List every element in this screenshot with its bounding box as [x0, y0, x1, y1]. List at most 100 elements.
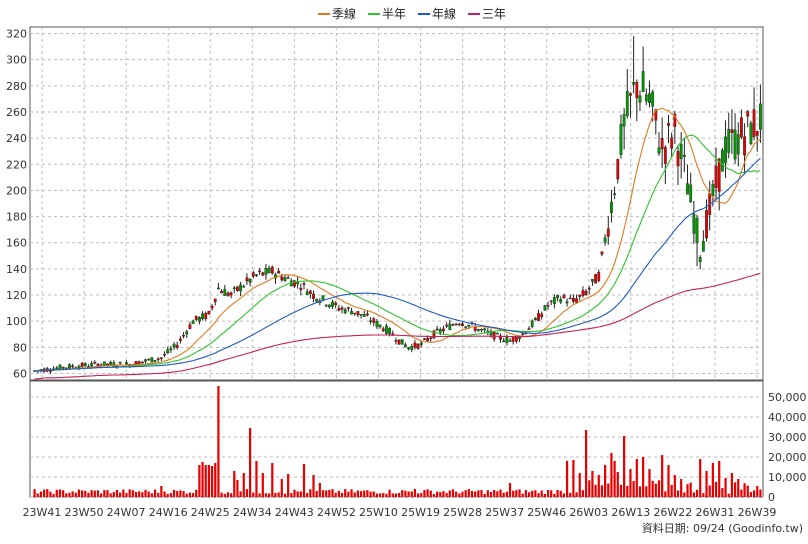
candle-body	[559, 298, 563, 303]
candle-body	[632, 82, 636, 85]
volume-bar	[166, 493, 169, 497]
volume-bar	[556, 490, 559, 497]
volume-bar	[249, 428, 252, 497]
volume-tick-label: 10,000	[768, 471, 807, 484]
volume-bar	[179, 490, 182, 497]
x-tick-label: 25W28	[443, 506, 482, 519]
candle-body	[749, 122, 753, 144]
volume-bar	[572, 460, 575, 497]
x-tick-label: 26W22	[653, 506, 692, 519]
volume-bar	[645, 486, 648, 497]
candle-body	[68, 364, 71, 369]
candle-body	[565, 301, 569, 304]
volume-bar	[255, 461, 258, 497]
volume-bar	[486, 490, 489, 497]
candle-body	[397, 339, 401, 345]
volume-tick-label: 30,000	[768, 431, 807, 444]
candle-body	[334, 302, 338, 306]
candle-body	[118, 362, 122, 364]
volume-bar	[733, 482, 737, 497]
candle-body	[381, 328, 385, 332]
volume-bar	[268, 493, 271, 497]
candle-body	[353, 312, 357, 315]
x-tick-label: 24W43	[275, 506, 314, 519]
candle-body	[610, 201, 613, 213]
volume-bar	[195, 489, 198, 497]
volume-bar	[597, 475, 600, 497]
volume-tick-label: 20,000	[768, 451, 807, 464]
volume-bar	[423, 490, 426, 497]
price-tick-label: 260	[6, 106, 27, 119]
volume-bar	[372, 491, 375, 497]
volume-bar	[623, 436, 626, 497]
volume-bar	[131, 490, 134, 497]
candle-body	[711, 184, 715, 196]
volume-bar	[711, 463, 714, 497]
candle-body	[267, 267, 271, 274]
volume-bar	[245, 489, 249, 497]
volume-bar	[493, 490, 496, 497]
volume-bar	[559, 490, 562, 497]
volume-bar	[458, 493, 461, 497]
candle-body	[286, 277, 290, 279]
candle-body	[530, 320, 534, 327]
candle-body	[80, 362, 84, 367]
x-tick-label: 26W13	[611, 506, 650, 519]
volume-bar	[749, 492, 753, 497]
price-tick-label: 320	[6, 28, 27, 41]
volume-bar	[578, 473, 581, 497]
candle-body	[182, 335, 185, 337]
volume-bar	[413, 489, 417, 497]
candle-body	[499, 335, 502, 340]
volume-bar	[112, 492, 115, 497]
candle-body	[635, 81, 639, 99]
candle-body	[407, 347, 410, 350]
candle-body	[64, 367, 68, 369]
volume-bar	[353, 492, 356, 497]
volume-bar	[455, 491, 458, 497]
candle-body	[385, 325, 388, 334]
candle-body	[518, 337, 521, 339]
candle-body	[191, 320, 195, 324]
candle-body	[71, 365, 75, 368]
volume-bar	[347, 491, 350, 497]
volume-bar	[62, 490, 65, 497]
candle-body	[350, 310, 353, 315]
candle-body	[483, 328, 487, 331]
volume-bar	[451, 489, 455, 497]
candle-body	[255, 274, 258, 276]
volume-bar	[702, 493, 705, 497]
volume-bar	[477, 490, 480, 497]
volume-bar	[410, 491, 413, 497]
price-frame	[29, 26, 764, 381]
volume-bar	[695, 489, 699, 497]
candle-body	[400, 339, 404, 345]
volume-bar	[540, 490, 543, 497]
candle-body	[340, 307, 344, 310]
volume-bar	[651, 480, 654, 497]
volume-bar	[727, 493, 730, 497]
candle-body	[423, 338, 426, 340]
volume-bar	[562, 493, 566, 497]
candle-body	[584, 290, 588, 296]
volume-bar	[340, 492, 344, 497]
volume-bar	[261, 473, 264, 497]
volume-bar	[185, 493, 188, 497]
volume-bar	[299, 491, 302, 497]
candle-body	[90, 363, 94, 367]
volume-bar	[708, 485, 711, 497]
candle-body	[245, 277, 249, 282]
candle-body	[343, 309, 347, 314]
volume-bar	[81, 490, 84, 497]
volume-bar	[575, 492, 578, 497]
candle-body	[280, 276, 284, 281]
candle-body	[331, 301, 334, 307]
volume-bar	[420, 493, 423, 497]
volume-bar	[654, 483, 657, 497]
candle-body	[61, 366, 65, 369]
volume-bar	[686, 484, 689, 497]
candles	[33, 36, 762, 374]
volume-bar	[638, 486, 642, 497]
price-tick-label: 60	[13, 367, 27, 380]
volume-tick-label: 0	[768, 491, 775, 504]
